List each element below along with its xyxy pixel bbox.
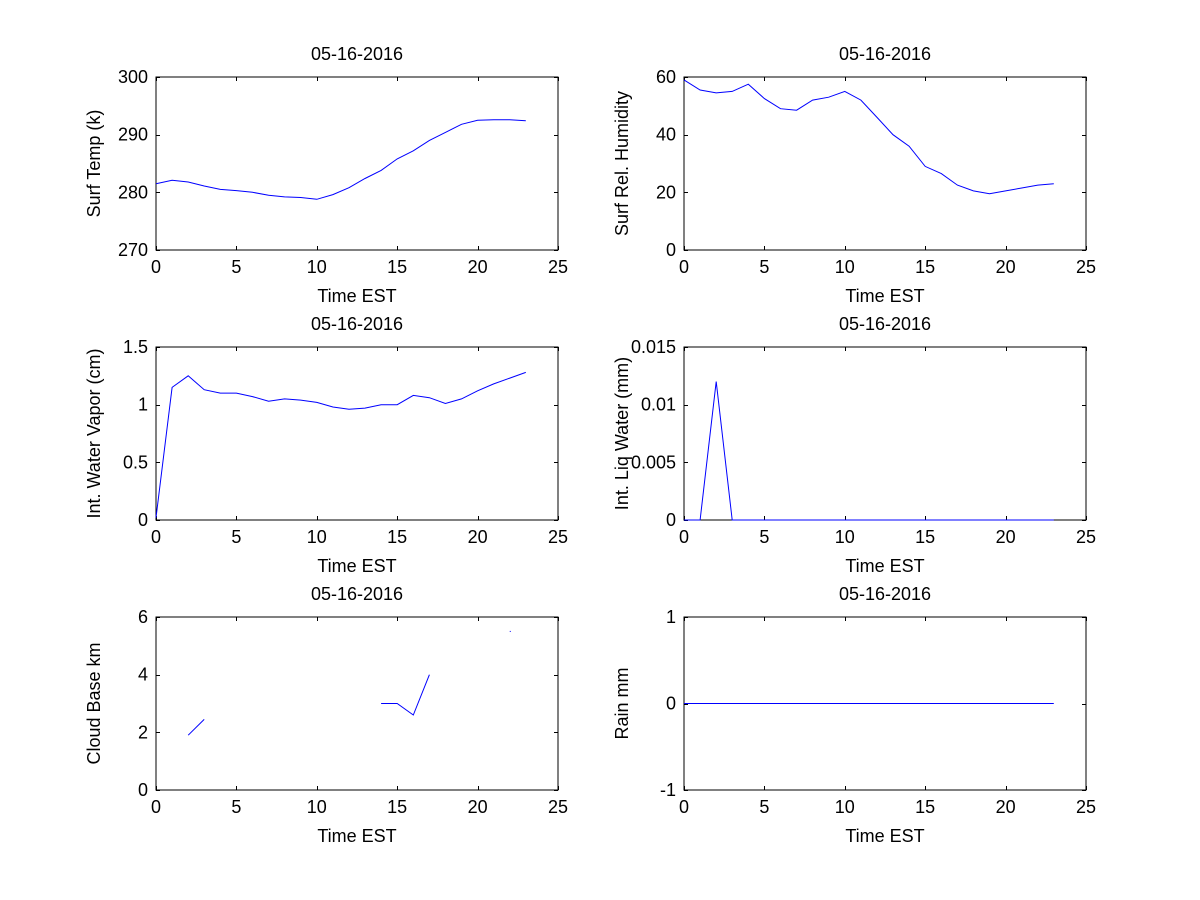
- y-axis-label: Rain mm: [612, 667, 632, 739]
- y-tick-label: 300: [118, 67, 148, 87]
- subplot-3: 05-16-2016 Time EST Int. Water Vapor (cm) 0…: [84, 314, 568, 576]
- x-tick-label: 0: [679, 797, 689, 817]
- y-axis-label: Surf Rel. Humidity: [612, 91, 632, 236]
- series-line: [155, 119, 526, 200]
- subplot-title: 05-16-2016: [839, 584, 931, 604]
- x-tick-label: 20: [996, 797, 1016, 817]
- plot-frame: [155, 346, 559, 521]
- x-tick-label: 20: [996, 527, 1016, 547]
- y-tick-label: 290: [118, 125, 148, 145]
- x-tick-label: 10: [835, 797, 855, 817]
- series-line: [381, 674, 430, 716]
- y-tick-label: 1.5: [123, 337, 148, 357]
- x-tick-label: 15: [915, 257, 935, 277]
- y-tick-label: 0.01: [641, 395, 676, 415]
- y-tick-label: 1: [666, 607, 676, 627]
- x-tick-label: 0: [151, 257, 161, 277]
- x-tick-label: 20: [468, 797, 488, 817]
- x-tick-label: 25: [1076, 257, 1096, 277]
- y-tick-label: 0: [138, 510, 148, 530]
- y-tick-label: -1: [660, 780, 676, 800]
- x-tick-label: 5: [759, 527, 769, 547]
- y-tick-label: 0: [666, 694, 676, 714]
- series-line: [683, 79, 1054, 195]
- x-tick-label: 5: [759, 797, 769, 817]
- x-axis-label: Time EST: [845, 826, 924, 846]
- y-axis-label: Cloud Base km: [84, 642, 104, 764]
- y-tick-label: 0.5: [123, 452, 148, 472]
- y-axis-label: Int. Water Vapor (cm): [84, 348, 104, 518]
- x-tick-label: 10: [307, 527, 327, 547]
- y-tick-label: 0.005: [631, 452, 676, 472]
- y-tick-label: 2: [138, 722, 148, 742]
- subplot-title: 05-16-2016: [311, 314, 403, 334]
- x-axis-label: Time EST: [845, 556, 924, 576]
- subplot-title: 05-16-2016: [839, 314, 931, 334]
- x-tick-label: 5: [759, 257, 769, 277]
- x-tick-label: 15: [387, 797, 407, 817]
- x-tick-label: 15: [387, 257, 407, 277]
- plot-frame: [683, 76, 1087, 251]
- subplot-title: 05-16-2016: [839, 44, 931, 64]
- plot-frame: [155, 76, 559, 251]
- x-tick-label: 25: [548, 257, 568, 277]
- x-tick-label: 10: [835, 257, 855, 277]
- x-tick-label: 20: [468, 527, 488, 547]
- y-axis-label: Surf Temp (k): [84, 110, 104, 218]
- x-tick-label: 25: [548, 527, 568, 547]
- y-tick-label: 270: [118, 240, 148, 260]
- subplot-4: 05-16-2016 Time EST Int. Liq Water (mm) 0 5 1…: [612, 314, 1096, 576]
- x-tick-label: 5: [231, 527, 241, 547]
- series-line: [684, 381, 1054, 521]
- x-tick-label: 10: [835, 527, 855, 547]
- subplot-title: 05-16-2016: [311, 44, 403, 64]
- x-axis-label: Time EST: [845, 286, 924, 306]
- y-tick-label: 1: [138, 395, 148, 415]
- y-tick-label: 20: [656, 182, 676, 202]
- x-tick-label: 10: [307, 797, 327, 817]
- subplot-title: 05-16-2016: [311, 584, 403, 604]
- x-tick-label: 15: [915, 527, 935, 547]
- x-tick-label: 5: [231, 257, 241, 277]
- x-tick-label: 15: [387, 527, 407, 547]
- x-tick-label: 0: [151, 527, 161, 547]
- y-tick-label: 6: [138, 607, 148, 627]
- x-tick-label: 10: [307, 257, 327, 277]
- y-tick-label: 0: [138, 780, 148, 800]
- x-axis-label: Time EST: [317, 826, 396, 846]
- x-tick-label: 5: [231, 797, 241, 817]
- x-tick-label: 25: [1076, 527, 1096, 547]
- y-tick-label: 280: [118, 182, 148, 202]
- subplot-2: 05-16-2016 Time EST Surf Rel. Humidity 0 5 10…: [612, 44, 1096, 306]
- x-tick-label: 25: [1076, 797, 1096, 817]
- x-axis-label: Time EST: [317, 556, 396, 576]
- subplot-1: 05-16-2016 Time EST Surf Temp (k) 0 5 10 15 20 2…: [84, 44, 568, 306]
- plot-frame: [155, 616, 559, 791]
- y-tick-label: 0: [666, 240, 676, 260]
- x-axis-label: Time EST: [317, 286, 396, 306]
- y-axis-label: Int. Liq Water (mm): [612, 357, 632, 510]
- y-tick-label: 40: [656, 125, 676, 145]
- x-tick-label: 15: [915, 797, 935, 817]
- x-tick-label: 0: [679, 527, 689, 547]
- series-line: [187, 719, 205, 736]
- plot-frame: [683, 346, 1087, 521]
- x-tick-label: 0: [151, 797, 161, 817]
- y-tick-label: 0: [666, 510, 676, 530]
- series-line: [155, 371, 526, 518]
- x-tick-label: 0: [679, 257, 689, 277]
- y-tick-label: 60: [656, 67, 676, 87]
- x-tick-label: 20: [468, 257, 488, 277]
- x-tick-label: 20: [996, 257, 1016, 277]
- y-tick-label: 0.015: [631, 337, 676, 357]
- y-tick-label: 4: [138, 665, 148, 685]
- x-tick-label: 25: [548, 797, 568, 817]
